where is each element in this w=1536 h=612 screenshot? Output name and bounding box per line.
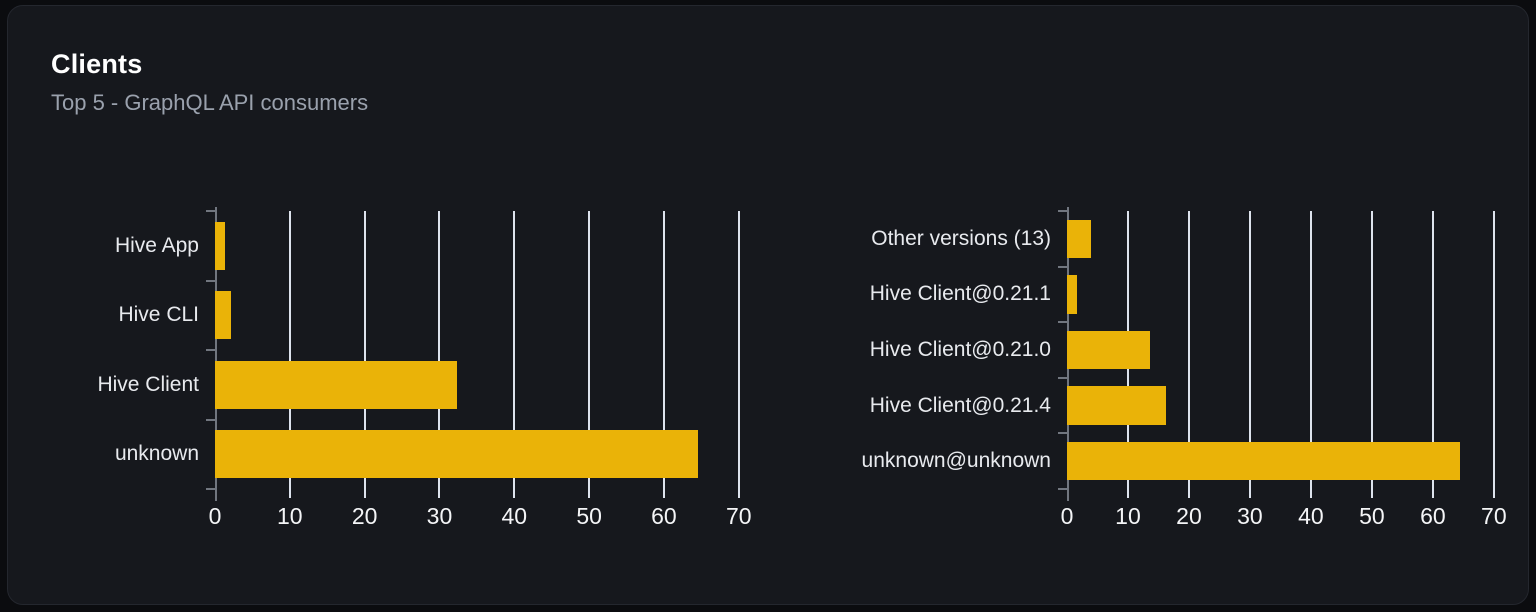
gridline-40 <box>1309 211 1312 498</box>
x-tick-label-70: 70 <box>725 503 752 529</box>
y-axis-tick <box>1058 321 1067 324</box>
y-axis-tick <box>1058 432 1067 435</box>
category-label-hive-cli: Hive CLI <box>118 303 199 327</box>
bar-unknown-unknown[interactable] <box>1067 441 1461 481</box>
x-tick-label-0: 0 <box>1060 503 1074 529</box>
bar-other-versions-13[interactable] <box>1067 219 1091 258</box>
x-tick-label-20: 20 <box>1176 503 1202 529</box>
gridline-10 <box>288 211 291 498</box>
x-tick-label-10: 10 <box>1115 503 1141 529</box>
gridline-60 <box>662 211 665 498</box>
x-tick-label-60: 60 <box>1420 503 1446 529</box>
gridline-40 <box>513 211 516 498</box>
y-axis-tick <box>206 210 215 212</box>
bar-hive-client-0-21-4[interactable] <box>1067 386 1167 425</box>
card-header: Clients Top 5 - GraphQL API consumers <box>8 6 1528 116</box>
plot-area-wrap: 0 10 20 30 40 50 60 70 <box>206 207 752 533</box>
clients-card: Clients Top 5 - GraphQL API consumers Hi… <box>7 5 1529 605</box>
category-axis: Other versions (13) Hive Client@0.21.1 Hiv… <box>837 211 1067 489</box>
y-axis-line <box>215 207 217 501</box>
card-title: Clients <box>51 49 143 79</box>
category-label-hive-app: Hive App <box>114 233 199 257</box>
category-band-unknown-unknown <box>1067 433 1503 489</box>
x-tick-label-50: 50 <box>1359 503 1385 529</box>
x-tick-label-40: 40 <box>501 503 528 529</box>
bar-hive-client-0-21-1[interactable] <box>1067 275 1078 314</box>
y-axis-tick <box>206 279 215 282</box>
category-band-other-versions-13 <box>1067 211 1503 267</box>
x-tick-label-50: 50 <box>576 503 602 529</box>
bar-hive-cli[interactable] <box>215 291 231 340</box>
category-band-hive-client <box>215 350 750 420</box>
x-tick-label-40: 40 <box>1298 503 1324 529</box>
gridline-20 <box>1187 211 1190 498</box>
gridline-30 <box>1248 211 1251 498</box>
x-tick-label-60: 60 <box>651 503 677 529</box>
charts-row: Hive App Hive CLI Hive Client unknown 0 10 20 3… <box>8 207 1528 533</box>
x-axis-labels: 0 10 20 30 40 50 60 70 <box>209 503 752 533</box>
gridline-50 <box>588 211 591 498</box>
category-label-other-versions-13: Other versions (13) <box>871 226 1051 250</box>
category-label-hive-client-0-21-1: Hive Client@0.21.1 <box>869 282 1051 306</box>
category-band-hive-cli <box>215 281 750 351</box>
x-tick-label-0: 0 <box>208 503 222 529</box>
gridline-20 <box>363 211 366 498</box>
x-tick-label-70: 70 <box>1481 503 1507 529</box>
category-label-hive-client-0-21-0: Hive Client@0.21.0 <box>869 337 1051 361</box>
clients-bar-chart: Hive App Hive CLI Hive Client unknown 0 10 20 3… <box>48 207 752 533</box>
category-label-unknown-unknown: unknown@unknown <box>861 449 1051 473</box>
category-label-unknown: unknown <box>114 442 199 466</box>
gridline-70 <box>737 211 740 498</box>
bar-hive-app[interactable] <box>215 221 225 270</box>
gridline-70 <box>1492 211 1495 498</box>
bar-unknown[interactable] <box>215 430 698 479</box>
category-label-hive-client-0-21-4: Hive Client@0.21.4 <box>869 393 1051 417</box>
plot-area <box>206 207 750 501</box>
y-axis-tick <box>1058 488 1067 490</box>
bar-hive-client[interactable] <box>215 360 458 409</box>
plot-area <box>1058 207 1503 501</box>
category-band-hive-client-0-21-1 <box>1067 267 1503 323</box>
card-subtitle: Top 5 - GraphQL API consumers <box>51 90 369 115</box>
plot-area-wrap: 0 10 20 30 40 50 60 70 <box>1058 207 1507 533</box>
bar-hive-client-0-21-0[interactable] <box>1067 330 1150 370</box>
y-axis-tick <box>206 418 215 421</box>
category-axis: Hive App Hive CLI Hive Client unknown <box>48 211 215 489</box>
x-axis-labels: 0 10 20 30 40 50 60 70 <box>1061 503 1507 533</box>
y-axis-tick <box>1058 376 1067 379</box>
bars-layer <box>215 211 750 489</box>
category-band-hive-client-0-21-4 <box>1067 378 1503 434</box>
category-band-hive-app <box>215 211 750 281</box>
x-tick-label-20: 20 <box>351 503 378 529</box>
x-tick-label-10: 10 <box>277 503 303 529</box>
gridline-50 <box>1370 211 1373 498</box>
category-band-unknown <box>215 420 750 490</box>
y-axis-tick <box>1058 265 1067 268</box>
y-axis-tick <box>1058 210 1067 212</box>
gridline-30 <box>438 211 441 498</box>
bars-layer <box>1067 211 1503 489</box>
x-tick-label-30: 30 <box>426 503 453 529</box>
gridline-60 <box>1431 211 1434 498</box>
y-axis-tick <box>206 349 215 351</box>
category-band-hive-client-0-21-0 <box>1067 322 1503 378</box>
category-label-hive-client: Hive Client <box>97 372 199 396</box>
client-versions-bar-chart: Other versions (13) Hive Client@0.21.1 Hiv… <box>837 207 1507 533</box>
y-axis-tick <box>206 488 215 490</box>
x-tick-label-30: 30 <box>1237 503 1263 529</box>
